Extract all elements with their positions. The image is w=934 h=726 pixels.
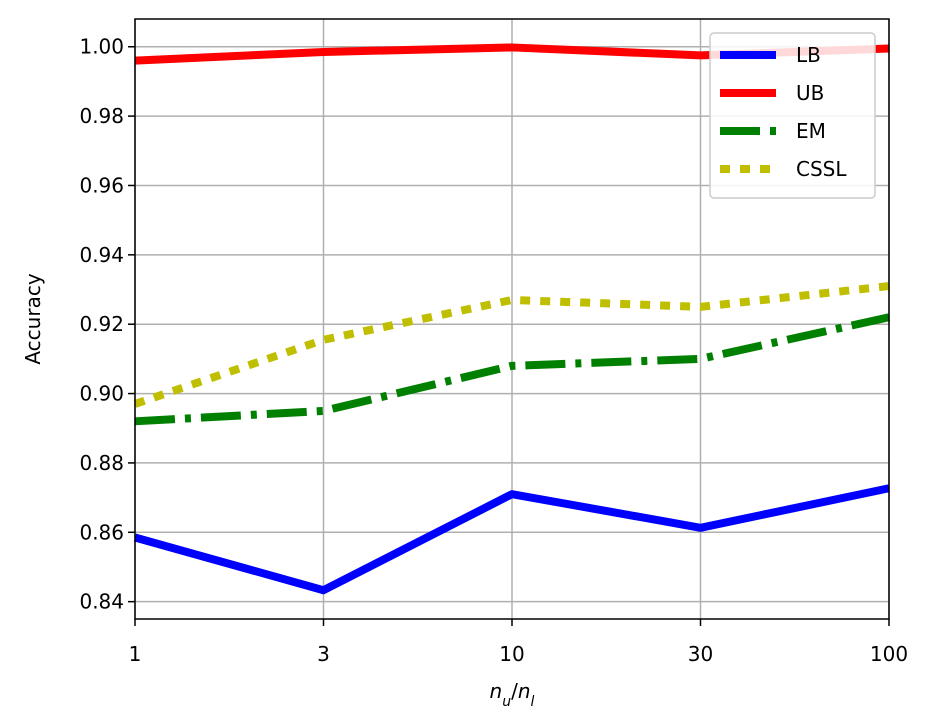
legend-label-lb: LB (796, 43, 821, 67)
series-line-lb (133, 484, 890, 595)
x-tick-label: 30 (688, 642, 713, 666)
y-tick-label: 0.94 (79, 243, 124, 267)
y-tick-label: 0.84 (79, 590, 124, 614)
legend: LB UB EM CSSL (709, 32, 876, 199)
legend-label-cssl: CSSL (796, 157, 847, 181)
series-line-em (134, 313, 890, 426)
legend-label-em: EM (796, 119, 826, 143)
legend-box (709, 32, 876, 199)
x-tick-label: 10 (499, 642, 524, 666)
y-tick-label: 0.90 (79, 382, 124, 406)
y-axis-ticks: 0.84 0.86 0.88 0.90 0.92 0.94 0.96 0.98 1.00 (79, 35, 135, 614)
y-tick-label: 0.96 (79, 173, 124, 197)
y-tick-label: 1.00 (79, 35, 124, 59)
y-tick-label: 0.98 (79, 104, 124, 128)
x-tick-label: 3 (317, 642, 330, 666)
y-tick-label: 0.88 (79, 451, 124, 475)
x-tick-label: 100 (870, 642, 908, 666)
y-axis-label: Accuracy (21, 273, 45, 364)
series-line-cssl (133, 282, 890, 408)
x-axis-ticks: 1 3 10 30 100 (129, 619, 908, 666)
x-axis-label: nu/nl (490, 679, 535, 710)
y-tick-label: 0.86 (79, 520, 124, 544)
y-tick-label: 0.92 (79, 312, 124, 336)
x-tick-label: 1 (129, 642, 142, 666)
legend-label-ub: UB (796, 81, 824, 105)
legend-items: LB UB EM CSSL (720, 43, 847, 181)
